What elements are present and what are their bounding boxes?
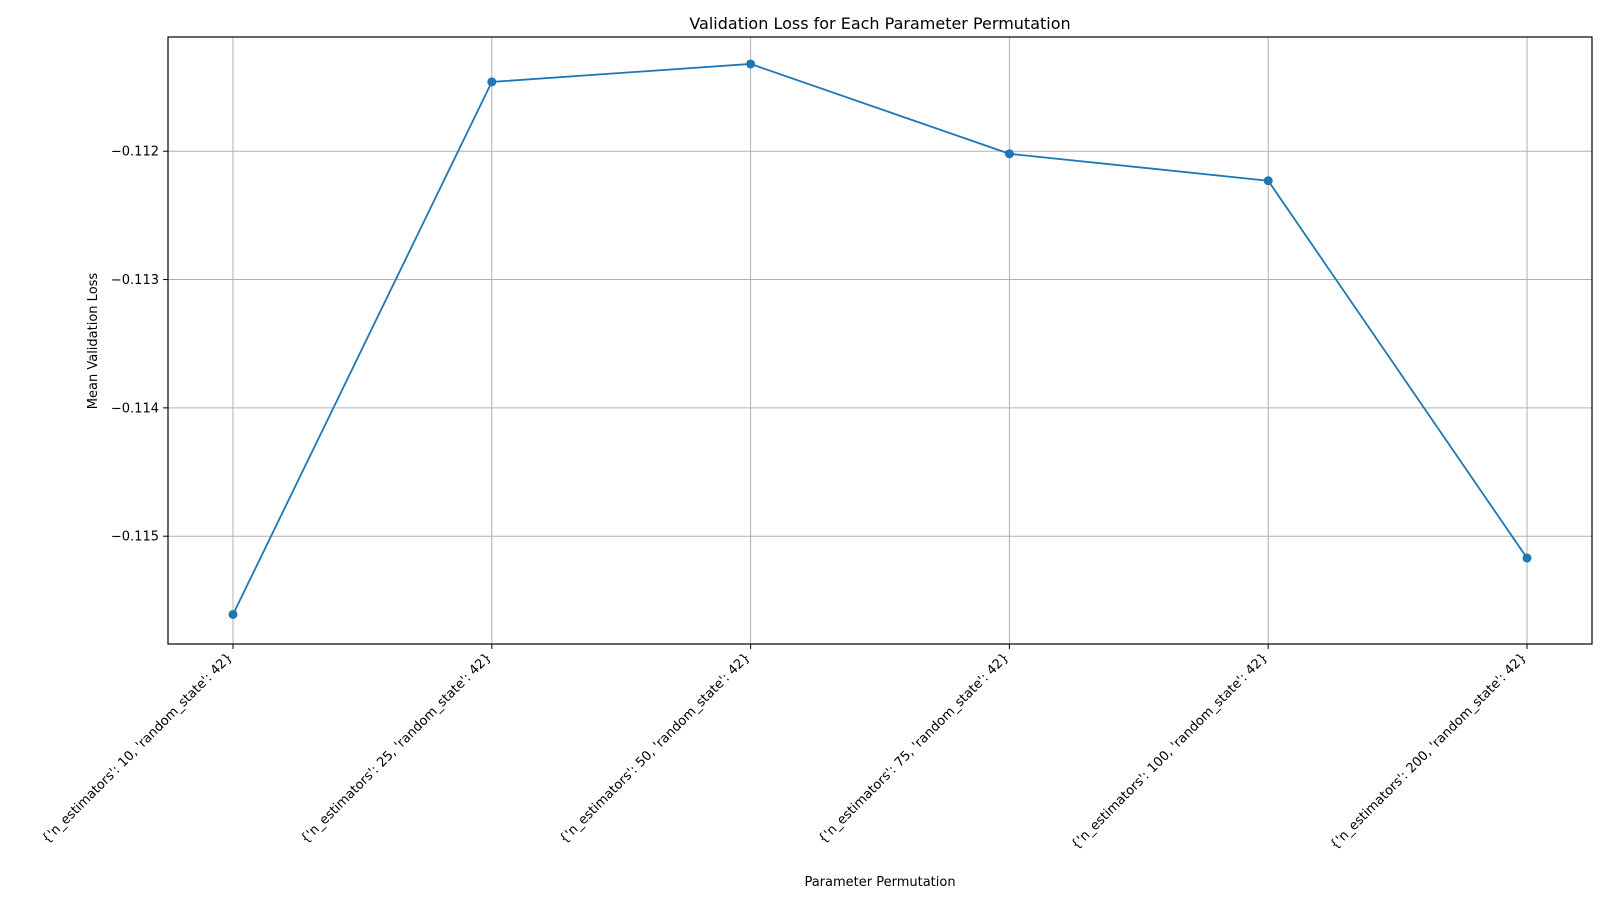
- plot-frame: [167, 36, 1593, 645]
- x-tick-label: {'n_estimators': 50, 'random_state': 42}: [557, 650, 754, 847]
- y-axis-label: Mean Validation Loss: [86, 273, 101, 410]
- data-point: [746, 59, 756, 69]
- x-tick-label: {'n_estimators': 75, 'random_state': 42}: [816, 650, 1013, 847]
- data-point: [1004, 149, 1014, 159]
- x-tick-label: {'n_estimators': 25, 'random_state': 42}: [298, 650, 495, 847]
- y-tick-label: −0.114: [111, 401, 159, 416]
- y-tick-label: −0.112: [111, 145, 159, 160]
- x-axis-label: Parameter Permutation: [804, 875, 955, 890]
- series-line: [232, 63, 1528, 615]
- y-tick-label: −0.115: [111, 530, 159, 545]
- data-point: [228, 609, 238, 619]
- x-tick-label: {'n_estimators': 200, 'random_state': 42…: [1327, 650, 1529, 852]
- data-point: [487, 77, 497, 87]
- x-tick-label: {'n_estimators': 10, 'random_state': 42}: [39, 650, 236, 847]
- chart-title: Validation Loss for Each Parameter Permu…: [689, 14, 1070, 33]
- data-point: [1263, 176, 1273, 186]
- x-tick-label: {'n_estimators': 100, 'random_state': 42…: [1069, 650, 1271, 852]
- tick-layer: {'n_estimators': 10, 'random_state': 42}…: [39, 145, 1530, 853]
- grid-layer: [168, 37, 1592, 644]
- data-point: [1522, 553, 1532, 563]
- y-tick-label: −0.113: [111, 273, 159, 288]
- series-layer: [228, 59, 1532, 619]
